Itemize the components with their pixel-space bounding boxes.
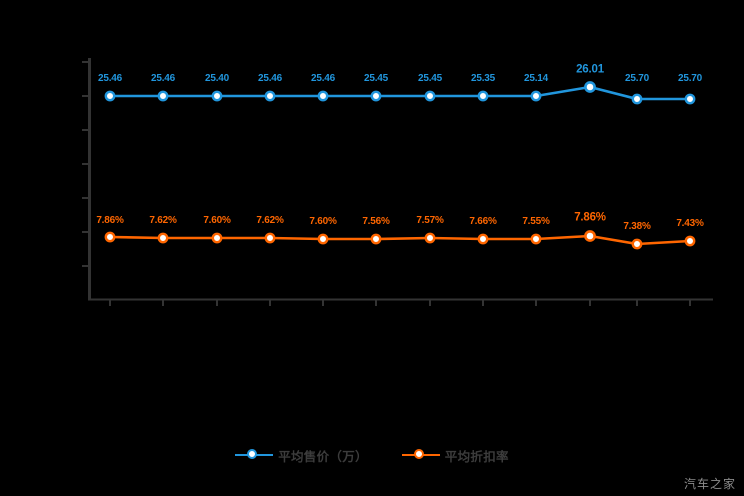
series-line-blue bbox=[108, 85, 692, 101]
chart-legend: 平均售价（万） 平均折扣率 bbox=[0, 438, 744, 472]
legend-item-average-price[interactable]: 平均售价（万） bbox=[235, 446, 368, 465]
circle-marker-icon bbox=[401, 447, 440, 463]
series-markers-blue bbox=[104, 81, 696, 105]
legend-item-average-discount[interactable]: 平均折扣率 bbox=[401, 446, 509, 465]
y-axis-ticks bbox=[82, 61, 89, 267]
legend-label: 平均折扣率 bbox=[444, 449, 509, 464]
series-line-orange bbox=[108, 234, 692, 246]
circle-marker-icon bbox=[235, 447, 274, 463]
legend-label: 平均售价（万） bbox=[278, 449, 368, 464]
watermark: 汽车之家 bbox=[683, 477, 736, 491]
series-markers-orange bbox=[104, 230, 696, 250]
x-axis-ticks bbox=[109, 300, 691, 306]
